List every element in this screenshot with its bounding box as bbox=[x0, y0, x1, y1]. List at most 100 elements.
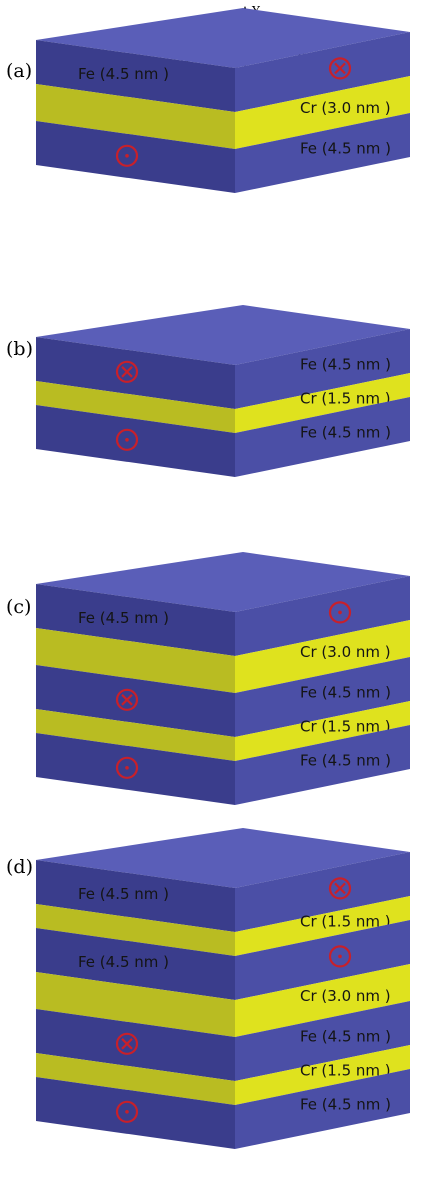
fe-layer-left-face bbox=[36, 928, 235, 1000]
fe-layer-left-face bbox=[36, 405, 235, 477]
fe-layer-right-face bbox=[235, 725, 410, 805]
cr-layer-left-face bbox=[36, 904, 235, 956]
fe-layer-right-face bbox=[235, 1069, 410, 1149]
cr-layer-right-face bbox=[235, 373, 410, 433]
cr-layer-right-face bbox=[235, 964, 410, 1037]
dot-mark bbox=[125, 438, 129, 442]
symbol-ring bbox=[328, 57, 352, 80]
dot-icon bbox=[328, 945, 352, 968]
panel-0: Fe (4.5 nm ) Cr (3.0 nm ) Fe (4.5 nm ) (a) bbox=[6, 8, 410, 193]
top-face bbox=[36, 552, 410, 612]
dot-mark bbox=[338, 610, 342, 615]
cr-layer-right-face bbox=[235, 701, 410, 761]
layer-label: Cr (3.0 nm ) bbox=[300, 99, 391, 117]
cross-icon bbox=[328, 877, 352, 900]
cr-layer-left-face bbox=[36, 84, 235, 149]
cr-layer-left-face bbox=[36, 972, 235, 1037]
layer-label: Cr (1.5 nm ) bbox=[300, 1061, 391, 1079]
cr-layer-right-face bbox=[235, 896, 410, 956]
layer-label: Fe (4.5 nm ) bbox=[78, 609, 169, 627]
symbol-ring bbox=[328, 601, 352, 624]
symbol-ring bbox=[115, 756, 139, 779]
dot-icon bbox=[328, 601, 352, 624]
fe-layer-right-face bbox=[235, 113, 410, 193]
dot-icon bbox=[115, 144, 139, 167]
layer-label: Fe (4.5 nm ) bbox=[78, 65, 169, 83]
dot-icon bbox=[115, 756, 139, 779]
symbol-ring bbox=[115, 1032, 139, 1055]
symbol-ring bbox=[115, 1100, 139, 1123]
cr-layer-left-face bbox=[36, 1053, 235, 1105]
dot-mark bbox=[125, 766, 129, 770]
cross-icon bbox=[115, 688, 139, 711]
cr-layer-right-face bbox=[235, 620, 410, 693]
dot-mark bbox=[338, 954, 342, 959]
layer-label: Fe (4.5 nm ) bbox=[300, 1095, 391, 1113]
cr-layer-left-face bbox=[36, 381, 235, 433]
panel-1: Fe (4.5 nm ) Cr (1.5 nm ) Fe (4.5 nm ) (b) bbox=[6, 305, 410, 477]
dot-mark bbox=[125, 154, 129, 158]
fe-layer-left-face bbox=[36, 121, 235, 193]
cross-icon bbox=[115, 360, 139, 383]
fe-layer-right-face bbox=[235, 920, 410, 1000]
symbol-ring bbox=[115, 144, 139, 167]
symbol-ring bbox=[115, 428, 139, 451]
fe-layer-left-face bbox=[36, 337, 235, 409]
layer-label: Fe (4.5 nm ) bbox=[300, 751, 391, 769]
panel-3: Fe (4.5 nm ) Cr (1.5 nm ) Fe (4.5 nm ) Cr (… bbox=[6, 828, 410, 1149]
cr-layer-left-face bbox=[36, 709, 235, 761]
panel-label: (c) bbox=[6, 596, 31, 618]
cross-stroke bbox=[334, 882, 346, 895]
panel-label: (b) bbox=[6, 338, 33, 360]
fe-layer-right-face bbox=[235, 852, 410, 932]
layer-label: Fe (4.5 nm ) bbox=[300, 1027, 391, 1045]
cross-stroke bbox=[121, 1038, 133, 1050]
fe-layer-left-face bbox=[36, 1009, 235, 1081]
layer-label: Cr (1.5 nm ) bbox=[300, 717, 391, 735]
fe-layer-right-face bbox=[235, 397, 410, 477]
fe-layer-left-face bbox=[36, 665, 235, 737]
fe-layer-left-face bbox=[36, 584, 235, 656]
dot-icon bbox=[115, 428, 139, 451]
fe-layer-left-face bbox=[36, 860, 235, 932]
panel-label: (a) bbox=[6, 60, 32, 82]
dot-mark bbox=[125, 1110, 129, 1114]
layer-label: Fe (4.5 nm ) bbox=[300, 355, 391, 373]
top-face bbox=[36, 828, 410, 888]
symbol-ring bbox=[115, 688, 139, 711]
layer-label: Fe (4.5 nm ) bbox=[78, 953, 169, 971]
layer-label: Cr (1.5 nm ) bbox=[300, 389, 391, 407]
panel-2: Fe (4.5 nm ) Cr (3.0 nm ) Fe (4.5 nm ) Cr (… bbox=[6, 552, 410, 805]
fe-layer-left-face bbox=[36, 733, 235, 805]
fe-layer-right-face bbox=[235, 576, 410, 656]
cr-layer-right-face bbox=[235, 1045, 410, 1105]
cross-icon bbox=[115, 1032, 139, 1055]
symbol-ring bbox=[328, 945, 352, 968]
cr-layer-right-face bbox=[235, 76, 410, 149]
layer-label: Fe (4.5 nm ) bbox=[78, 885, 169, 903]
cross-stroke bbox=[121, 366, 133, 378]
symbol-ring bbox=[328, 877, 352, 900]
fe-layer-right-face bbox=[235, 329, 410, 409]
layer-label: Fe (4.5 nm ) bbox=[300, 683, 391, 701]
fe-layer-left-face bbox=[36, 40, 235, 112]
layer-label: Cr (1.5 nm ) bbox=[300, 912, 391, 930]
layer-label: Fe (4.5 nm ) bbox=[300, 139, 391, 157]
cross-stroke bbox=[121, 694, 133, 706]
fe-layer-right-face bbox=[235, 1001, 410, 1081]
fe-layer-right-face bbox=[235, 32, 410, 112]
top-face bbox=[36, 305, 410, 365]
fe-layer-left-face bbox=[36, 1077, 235, 1149]
layer-label: Cr (3.0 nm ) bbox=[300, 643, 391, 661]
symbol-ring bbox=[115, 360, 139, 383]
layer-label: Cr (3.0 nm ) bbox=[300, 987, 391, 1005]
dot-icon bbox=[115, 1100, 139, 1123]
panel-label: (d) bbox=[6, 856, 33, 878]
layer-label: Fe (4.5 nm ) bbox=[300, 423, 391, 441]
cr-layer-left-face bbox=[36, 628, 235, 693]
cross-stroke bbox=[334, 62, 346, 75]
cross-icon bbox=[328, 57, 352, 80]
top-face bbox=[36, 8, 410, 68]
fe-layer-right-face bbox=[235, 657, 410, 737]
